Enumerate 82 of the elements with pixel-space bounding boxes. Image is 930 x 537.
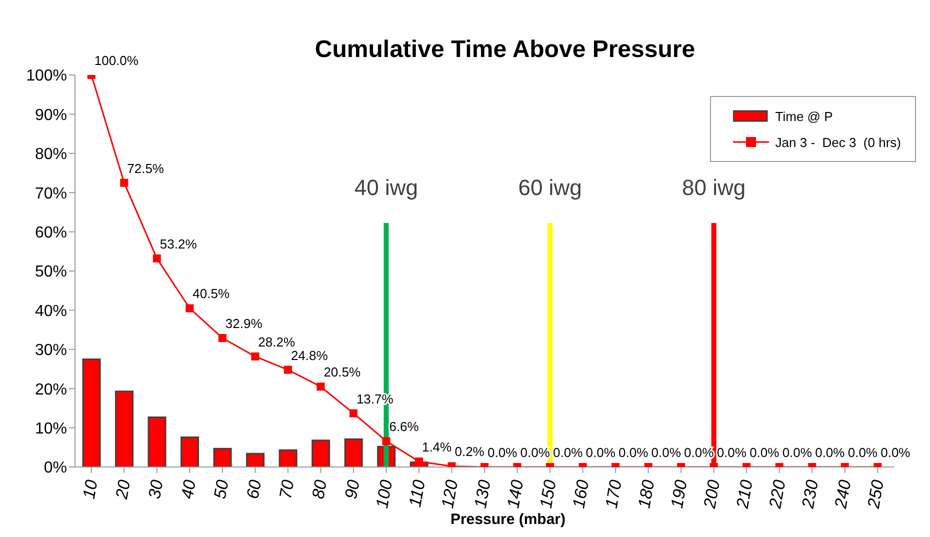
x-tick-label: 220 (765, 478, 790, 511)
point (152, 254, 161, 262)
x-tick-label: 40 (178, 478, 200, 500)
y-tick-label: 70% (34, 185, 67, 202)
x-tick-label: 170 (602, 478, 626, 510)
data-label: 0.0% (880, 445, 911, 460)
x-tick-label: 210 (732, 478, 757, 511)
ref-line-label: 80 iwg (682, 175, 746, 200)
point (120, 178, 128, 187)
x-tick-label: 160 (569, 478, 593, 510)
y-tick-label: 20% (34, 381, 67, 398)
data-label: 72.5% (127, 160, 164, 176)
x-axis-title: Pressure (mbar) (449, 511, 567, 528)
y-tick-label: 100% (26, 68, 67, 85)
y-tick-label: 90% (34, 106, 67, 124)
x-tick-label: 150 (536, 478, 560, 510)
y-tick-label: 60% (34, 224, 67, 242)
x-tick-label: 250 (864, 478, 888, 511)
y-tick-label: 30% (34, 342, 67, 360)
data-label: 0.0% (488, 445, 518, 460)
x-tick-label: 120 (438, 478, 462, 510)
chart-title: Cumulative Time Above Pressure (314, 36, 696, 63)
data-label: 0.0% (651, 445, 682, 460)
x-tick-label: 60 (243, 478, 266, 500)
data-label: 32.9% (225, 316, 263, 332)
data-label: 0.0% (586, 445, 616, 460)
x-tick-label: 180 (634, 478, 658, 510)
bar (344, 438, 363, 467)
x-tick-label: 200 (700, 478, 724, 511)
x-tick-label: 90 (341, 478, 364, 500)
point (251, 352, 260, 360)
data-label: 0.0% (815, 445, 846, 460)
y-tick-label: 0% (44, 460, 67, 477)
legend-label: Jan 3 - Dec 3 (0 hrs) (775, 134, 901, 150)
ref-line-label: 60 iwg (518, 175, 582, 200)
data-label: 28.2% (258, 334, 296, 350)
x-tick-label: 80 (308, 478, 331, 500)
bar (82, 358, 101, 467)
point (284, 366, 292, 374)
x-tick-label: 20 (112, 478, 134, 502)
legend-label: Time @ P (775, 108, 833, 124)
bar (115, 390, 134, 467)
bar (148, 416, 166, 467)
data-label: 40.5% (192, 286, 230, 302)
x-tick-label: 30 (144, 478, 167, 500)
bar (312, 440, 330, 467)
data-label: 1.4% (422, 440, 452, 455)
x-tick-label: 190 (667, 478, 692, 510)
point (218, 334, 226, 342)
point (186, 304, 194, 312)
data-label: 53.2% (160, 236, 198, 252)
data-label: 24.8% (290, 348, 328, 363)
ref-line-label: 40 iwg (354, 175, 418, 200)
y-tick-label: 10% (34, 420, 67, 438)
y-tick-label: 40% (34, 302, 67, 320)
data-label: 0.0% (618, 445, 649, 460)
y-tick-label: 50% (34, 264, 67, 281)
x-tick-label: 130 (470, 478, 495, 510)
data-label: 0.0% (848, 445, 878, 460)
x-tick-label: 100 (372, 478, 396, 510)
data-label: 0.2% (454, 444, 485, 460)
x-tick-label: 240 (830, 478, 855, 511)
point (349, 409, 358, 418)
bar (180, 436, 200, 467)
x-tick-label: 70 (276, 478, 298, 500)
data-label: 100.0% (94, 53, 139, 68)
data-label: 6.6% (389, 419, 420, 434)
y-tick-label: 80% (34, 146, 67, 164)
data-label: 0.0% (716, 445, 747, 460)
bar (213, 448, 232, 467)
bar (278, 449, 298, 467)
x-tick-label: 110 (406, 478, 430, 508)
x-tick-label: 10 (79, 478, 102, 500)
x-tick-label: 230 (798, 478, 822, 511)
data-label: 0.0% (750, 445, 780, 460)
point (316, 382, 325, 391)
x-tick-label: 140 (504, 478, 528, 510)
bar (246, 452, 265, 467)
data-label: 20.5% (324, 364, 361, 380)
data-label: 0.0% (553, 445, 584, 460)
data-label: 0.0% (782, 445, 812, 460)
x-tick-label: 50 (210, 478, 232, 500)
